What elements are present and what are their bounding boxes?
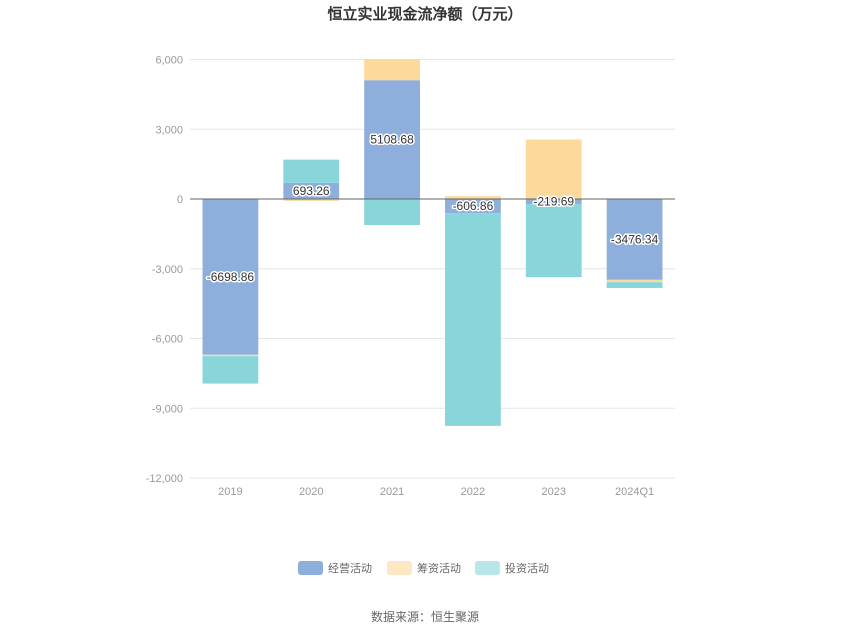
legend-label-1[interactable]: 筹资活动 <box>417 561 461 575</box>
bar-2019-series-0[interactable] <box>202 199 259 355</box>
y-tick-label: -6,000 <box>152 334 183 346</box>
legend-swatch-1[interactable] <box>387 561 412 575</box>
y-axis-ticks: 6,000 3,000 0 -3,000 -6,000 -9,000 -12,000 <box>146 55 183 486</box>
x-tick-label: 2024Q1 <box>615 486 654 498</box>
x-tick-label: 2023 <box>542 486 566 498</box>
bar-2024Q1-series-2[interactable] <box>606 282 663 288</box>
legend-label-0[interactable]: 经营活动 <box>328 561 372 575</box>
data-labels: -6698.86 693.26 5108.68 -606.86 -219.69 -3476… <box>205 131 660 285</box>
bar-2023-series-0[interactable] <box>525 199 582 205</box>
bars <box>202 59 663 426</box>
x-tick-label: 2020 <box>299 486 323 498</box>
source-note: 数据来源：恒生聚源 <box>371 609 479 624</box>
legend-swatch-0[interactable] <box>298 561 323 575</box>
bar-2021-series-1[interactable] <box>364 59 420 81</box>
bar-2022-series-2[interactable] <box>445 213 501 426</box>
bar-2020-series-2[interactable] <box>283 159 340 183</box>
bar-2021-series-0[interactable] <box>364 80 420 199</box>
legend[interactable]: 经营活动 筹资活动 投资活动 <box>298 561 549 575</box>
data-label-2023: -219.69 <box>533 195 574 209</box>
bar-2023-series-2[interactable] <box>525 204 582 278</box>
bar-2024Q1-series-0[interactable] <box>606 199 663 280</box>
data-label-2022: -606.86 <box>453 199 494 213</box>
bar-2023-series-1[interactable] <box>525 139 582 199</box>
bar-2019-series-1[interactable] <box>202 354 259 357</box>
bar-2019-series-2[interactable] <box>202 356 259 384</box>
data-label-2020: 693.26 <box>293 184 330 198</box>
y-tick-label: 6,000 <box>155 55 183 67</box>
y-tick-label: -12,000 <box>146 473 183 485</box>
bar-2020-series-1[interactable] <box>283 199 340 201</box>
y-tick-label: 0 <box>177 194 183 206</box>
bar-2020-series-0[interactable] <box>283 182 340 199</box>
x-tick-label: 2021 <box>380 486 404 498</box>
y-tick-label: -9,000 <box>152 403 183 415</box>
grid-lines <box>190 59 675 479</box>
data-label-2021: 5108.68 <box>370 133 414 147</box>
legend-label-2[interactable]: 投资活动 <box>505 561 549 575</box>
y-tick-label: -3,000 <box>152 264 183 276</box>
bar-2021-series-2[interactable] <box>364 199 420 226</box>
x-tick-label: 2019 <box>218 486 242 498</box>
y-tick-label: 3,000 <box>155 124 183 136</box>
x-axis-ticks: 2019 2020 2021 2022 2023 2024Q1 <box>218 486 654 498</box>
legend-swatch-2[interactable] <box>475 561 500 575</box>
bar-2022-series-1[interactable] <box>445 196 501 199</box>
bar-2022-series-0[interactable] <box>445 199 501 214</box>
x-tick-label: 2022 <box>461 486 485 498</box>
bar-2024Q1-series-1[interactable] <box>606 279 663 283</box>
data-label-2019: -6698.86 <box>207 270 255 284</box>
data-label-2024Q1: -3476.34 <box>611 232 659 246</box>
chart-title: 恒立实业现金流净额（万元） <box>327 5 522 23</box>
